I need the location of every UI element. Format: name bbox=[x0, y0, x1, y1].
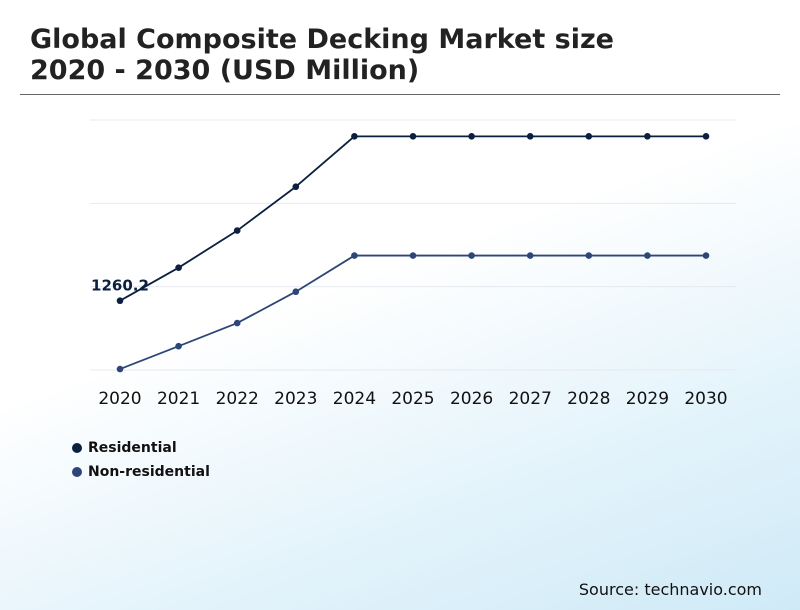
data-point bbox=[468, 133, 475, 140]
legend-label-residential: Residential bbox=[88, 440, 177, 456]
data-point bbox=[175, 264, 182, 271]
x-tick-label: 2020 bbox=[98, 389, 141, 409]
data-point bbox=[292, 288, 300, 296]
data-point bbox=[175, 342, 182, 350]
x-tick-label: 2023 bbox=[274, 389, 317, 409]
x-tick-label: 2027 bbox=[509, 389, 552, 409]
x-tick-label: 2025 bbox=[391, 389, 434, 409]
chart-title-line-2: 2020 - 2030 (USD Million) bbox=[30, 55, 420, 86]
data-point bbox=[585, 252, 593, 259]
data-point bbox=[468, 252, 475, 259]
data-point bbox=[702, 252, 710, 259]
legend-item-residential[interactable]: Residential bbox=[72, 436, 210, 460]
data-point bbox=[116, 365, 124, 373]
x-tick-label: 2029 bbox=[626, 389, 669, 409]
data-point bbox=[409, 133, 417, 140]
x-tick-label: 2026 bbox=[450, 389, 493, 409]
data-point bbox=[351, 133, 358, 140]
series-line-residential bbox=[119, 135, 706, 302]
x-tick-label: 2024 bbox=[333, 389, 376, 409]
data-point bbox=[702, 133, 710, 140]
data-point bbox=[233, 227, 241, 234]
chart-title: Global Composite Decking Market size 202… bbox=[30, 24, 770, 86]
data-point bbox=[351, 252, 358, 259]
data-point bbox=[116, 297, 124, 305]
x-tick-label: 2021 bbox=[157, 389, 200, 409]
title-divider bbox=[20, 94, 780, 95]
x-tick-label: 2030 bbox=[684, 389, 727, 409]
data-point bbox=[233, 319, 241, 327]
series-line-non-residential bbox=[119, 254, 706, 370]
chart-title-line-1: Global Composite Decking Market size bbox=[30, 24, 614, 55]
data-point bbox=[409, 252, 417, 259]
chart-legend: Residential Non-residential bbox=[72, 436, 210, 484]
legend-item-non-residential[interactable]: Non-residential bbox=[72, 460, 210, 484]
legend-label-non-residential: Non-residential bbox=[88, 464, 210, 480]
data-point bbox=[585, 133, 593, 140]
x-tick-label: 2028 bbox=[567, 389, 610, 409]
x-tick-label: 2022 bbox=[216, 389, 259, 409]
legend-marker-non-residential bbox=[72, 467, 82, 477]
data-point bbox=[644, 133, 651, 140]
data-point bbox=[644, 252, 651, 259]
data-point bbox=[526, 133, 534, 140]
data-point bbox=[526, 252, 534, 259]
source-credit: Source: technavio.com bbox=[578, 580, 762, 599]
data-label: 1260.2 bbox=[91, 277, 149, 295]
legend-marker-residential bbox=[72, 443, 82, 453]
data-point bbox=[292, 183, 300, 191]
